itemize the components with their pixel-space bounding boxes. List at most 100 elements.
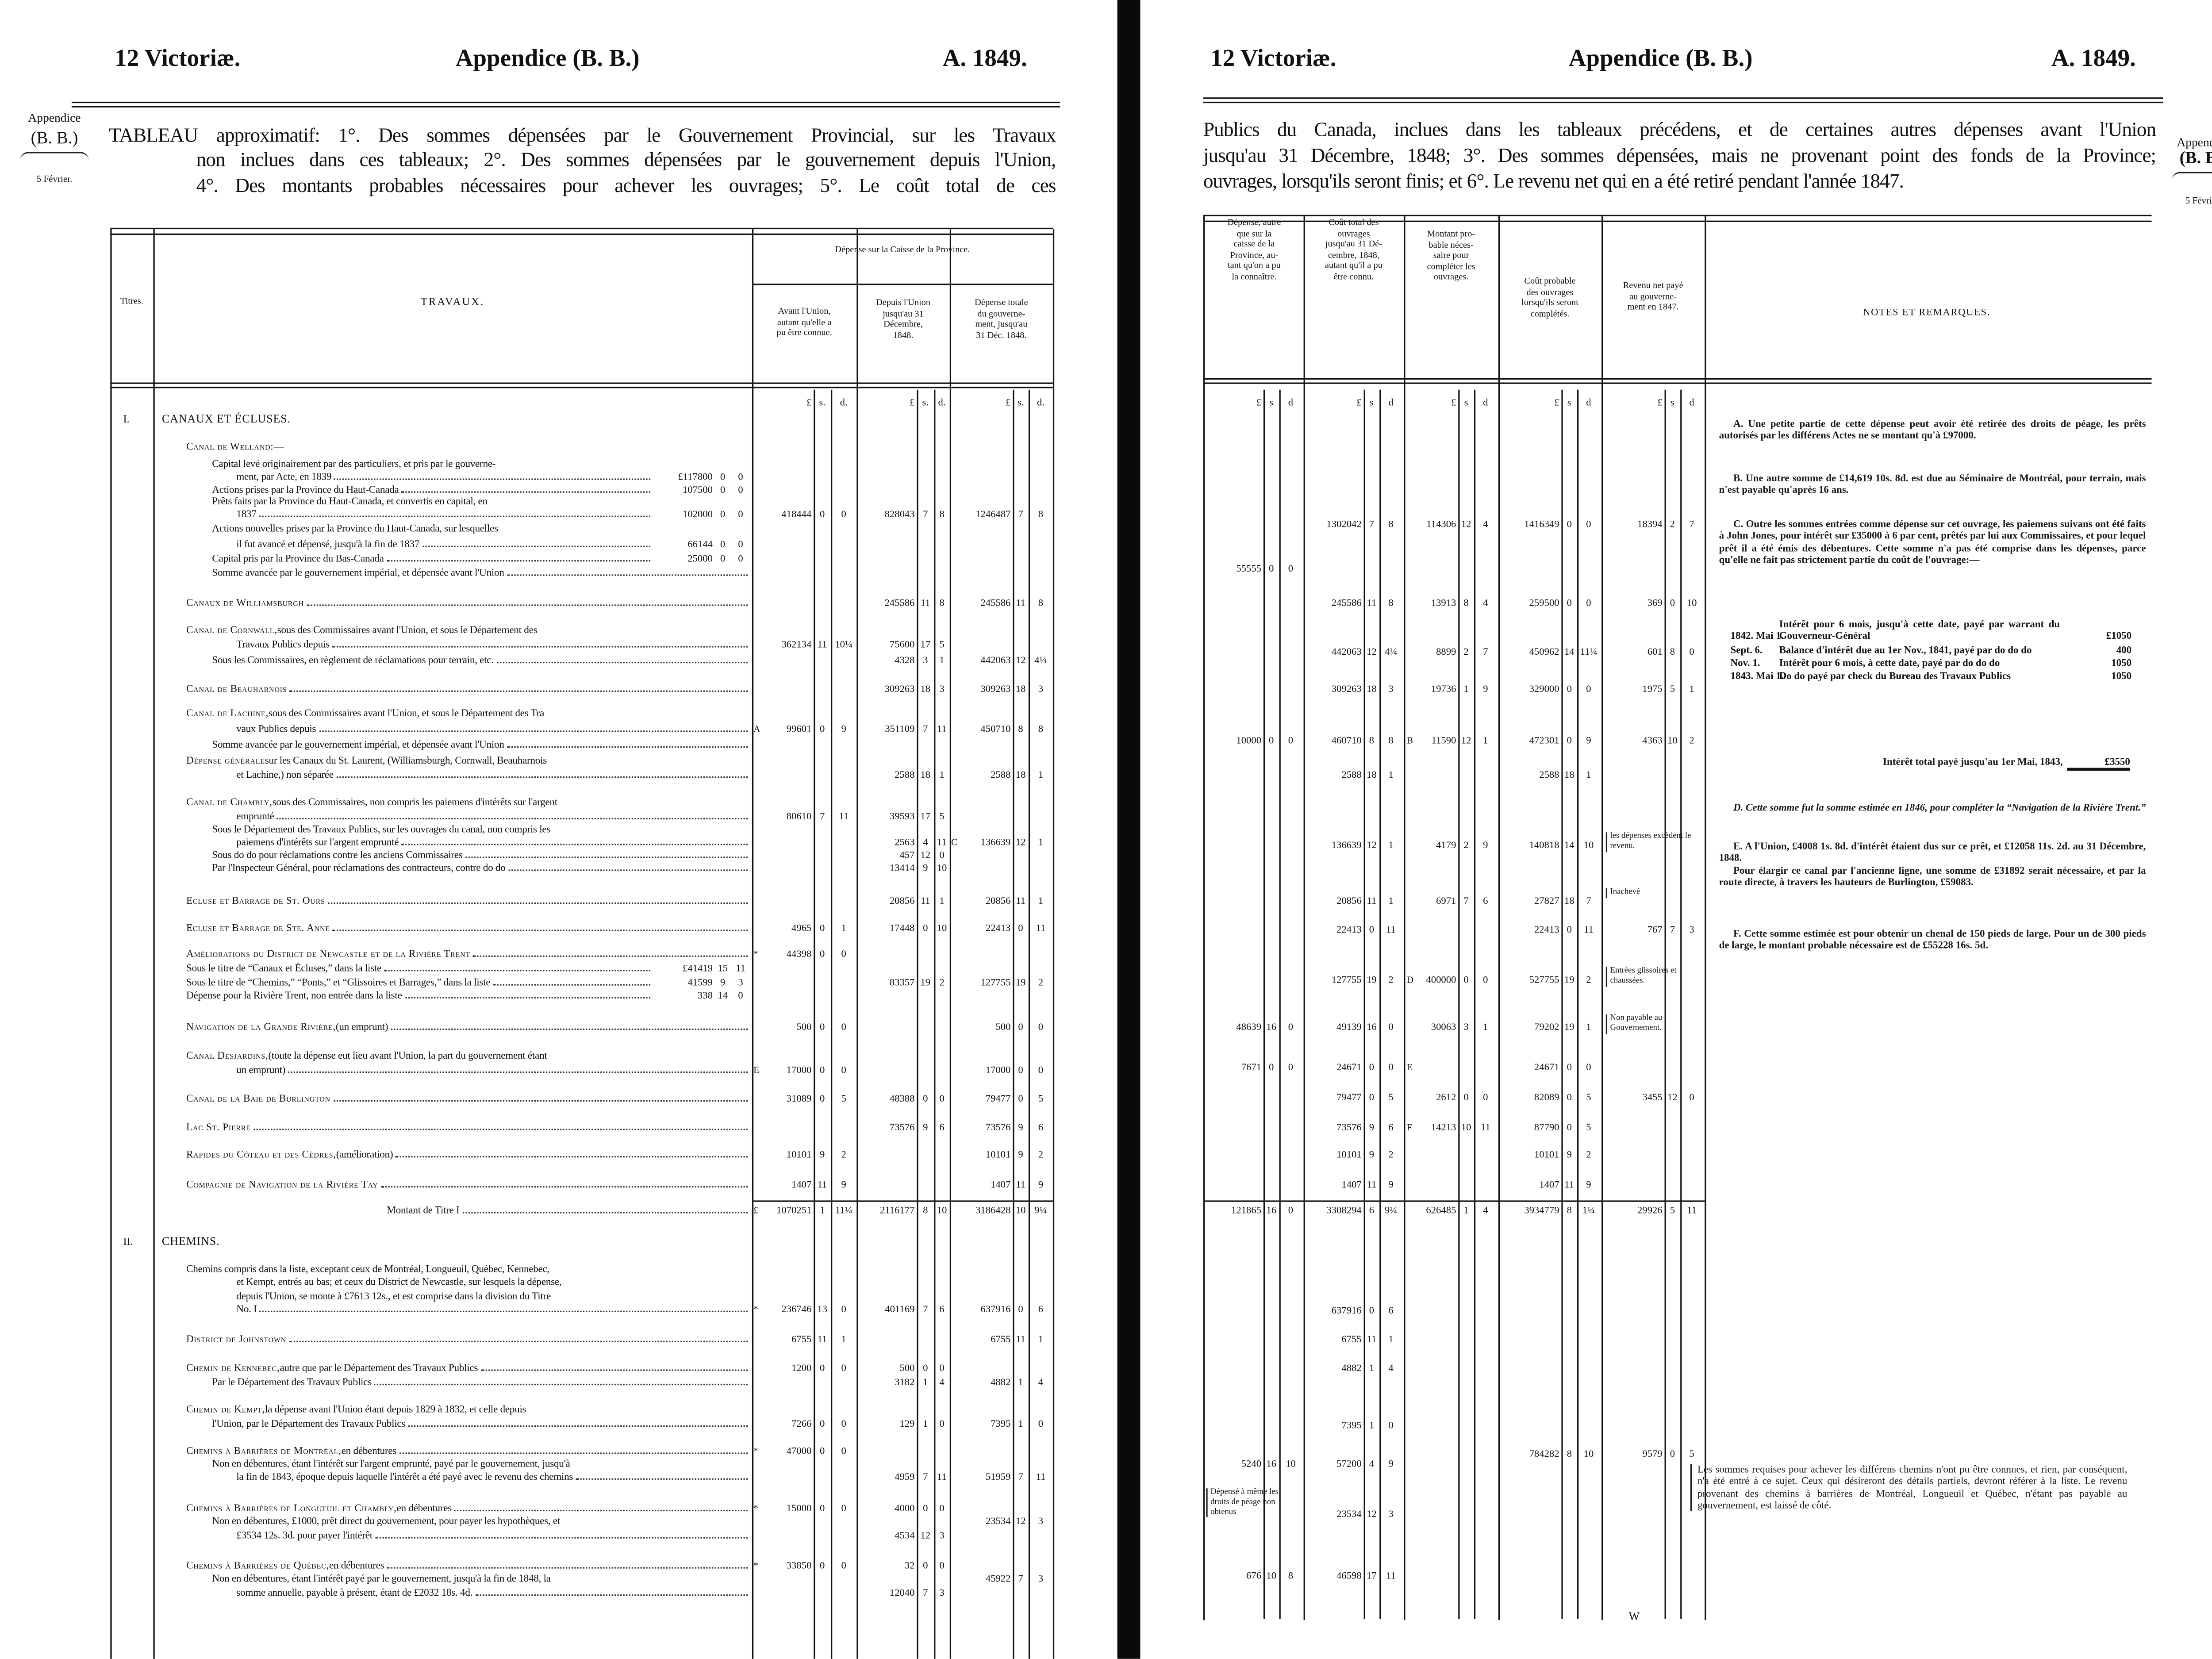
amount-c3-shillings: 3 [1463, 1021, 1469, 1032]
amount-c2-pounds: 3308294 [1326, 1204, 1362, 1216]
amount-avant-pence: 0 [841, 507, 846, 519]
amount-c4-pence: 1 [1586, 1021, 1591, 1032]
amount-c2-shillings: 0 [1369, 1091, 1375, 1102]
amount-depuis-pence: 10 [937, 922, 947, 933]
amount-c3-pence: 4 [1483, 1204, 1488, 1216]
amount-c1-shillings: 10 [1266, 1569, 1277, 1581]
dot-leader [480, 1368, 748, 1371]
amount-c4-shillings: 0 [1567, 1121, 1572, 1133]
amount-avant-shillings: 13 [817, 1302, 827, 1314]
amount-c4-shillings: 14 [1564, 838, 1575, 850]
amount-c3-pounds: 2612 [1436, 1091, 1456, 1102]
amount-c3-pounds: 13913 [1431, 596, 1456, 608]
work-description: Par l'Inspecteur Général, pour réclamati… [212, 861, 506, 873]
amount-avant-shillings: 0 [819, 1502, 825, 1513]
amount-total-shillings: 19 [1015, 976, 1026, 988]
amount-c1-pounds: 5240 [1241, 1457, 1262, 1469]
travaux-line: la fin de 1843, époque depuis laquelle l… [236, 1471, 749, 1483]
amount-depuis-shillings: 7 [923, 1470, 928, 1482]
work-heading: Canal de la Baie de Burlington [186, 1092, 330, 1104]
amount-c4-pence: 10 [1583, 838, 1594, 850]
amount-c1-shillings: 0 [1269, 562, 1274, 574]
amount-depuis-shillings: 9 [923, 861, 928, 873]
amount-total-shillings: 12 [1015, 836, 1026, 848]
work-description: £3534 12s. 3d. pour payer l'intérêt [236, 1529, 373, 1541]
amount-c4-shillings: 9 [1567, 1148, 1572, 1160]
amount-avant-shillings: 0 [819, 1021, 825, 1032]
unit-header-c4-shillings: s [1567, 396, 1571, 408]
margin-brace-icon [20, 152, 89, 162]
amount-c3-pounds: 6971 [1436, 895, 1456, 906]
amount-total-pounds: 1246487 [975, 507, 1011, 519]
travaux-line: Canal de Welland:— [186, 441, 749, 453]
table-rule [831, 389, 832, 1659]
dot-leader [391, 1028, 748, 1029]
revenue-remark: Entrées glissoires et chaussées. [1605, 967, 1705, 987]
amount-c3-shillings: 12 [1461, 518, 1471, 530]
table-rule [110, 233, 1053, 234]
unit-header-c1-pence: d [1288, 396, 1294, 408]
amount-c2-shillings: 9 [1369, 1121, 1375, 1133]
travaux-line: Dépense générale sur les Canaux du St. L… [186, 754, 749, 767]
amount-c2-pence: 9 [1388, 1178, 1394, 1190]
amount-c3-pounds: 4179 [1436, 838, 1456, 850]
amount-depuis-pence: 8 [939, 507, 945, 519]
work-description: (toute la dépense eut lieu avant l'Union… [268, 1049, 547, 1061]
amount-c2-pence: 11 [1386, 1569, 1396, 1581]
amount-depuis-shillings: 12 [920, 1529, 931, 1541]
amount-c5-pounds: 9579 [1642, 1447, 1663, 1459]
amount-c4-pounds: 27827 [1534, 895, 1559, 906]
work-heading: Lac St. Pierre [186, 1121, 251, 1133]
travaux-line: Chemins compris dans la liste, exceptant… [186, 1263, 749, 1275]
titre-number: II. [123, 1234, 133, 1247]
amount-c3-shillings: 1 [1463, 1204, 1469, 1216]
amount-c5-shillings: 12 [1667, 1091, 1678, 1102]
amount-c4-shillings: 0 [1567, 596, 1572, 608]
travaux-line: Par l'Inspecteur Général, pour réclamati… [212, 862, 749, 875]
amount-c5-pence: 1 [1689, 682, 1694, 694]
travaux-line: Chemins à Barrières de Québec, en débent… [186, 1559, 749, 1572]
travaux-line: depuis l'Union, se monte à £7613 12s., e… [236, 1290, 749, 1303]
work-heading: Chemins à Barrières de Longueuil et Cham… [186, 1502, 397, 1513]
amount-c1-pounds: 676 [1246, 1569, 1262, 1581]
amount-avant-pence: 0 [841, 1417, 846, 1429]
amount-total-pounds: 79477 [985, 1092, 1011, 1104]
amount-avant-pence: 10¼ [835, 638, 853, 650]
amount-total-shillings: 12 [1015, 1515, 1026, 1527]
amount-avant-shillings: 0 [819, 1417, 825, 1429]
amount-c2-shillings: 11 [1367, 1333, 1377, 1344]
dot-leader [507, 745, 748, 747]
amount-total-pounds: 309263 [980, 682, 1011, 694]
amount-c5-pounds: 601 [1647, 645, 1663, 657]
amount-depuis-pounds: 20856 [889, 895, 915, 906]
work-description: sous des Commissaires, non compris les p… [272, 795, 558, 807]
amount-avant-pounds: 362134 [781, 638, 812, 650]
work-description: Sous les Commissaires, en règlement de r… [212, 654, 494, 666]
amount-c4-pounds: 140818 [1529, 838, 1559, 850]
table-rule [752, 284, 1053, 285]
travaux-line: Chemin de Kempt, la dépense avant l'Unio… [186, 1403, 749, 1416]
amount-avant-pence: 2 [841, 1148, 846, 1160]
amount-c4-pence: 9 [1586, 1178, 1591, 1190]
reference-mark: * [753, 1304, 758, 1314]
amount-c4-pence: 0 [1586, 518, 1591, 530]
amount-avant-shillings: 7 [819, 810, 825, 822]
table-rule [1203, 378, 2152, 380]
header-rule [1203, 101, 2163, 103]
amount-total-pounds: 6755 [991, 1333, 1011, 1344]
travaux-line: vaux Publics depuis [236, 723, 749, 736]
amount-c2-shillings: 11 [1367, 895, 1377, 906]
amount-depuis-pence: 10 [937, 861, 947, 873]
interest-row: Sept. 6. Balance d'intérêt due au 1er Nov… [1731, 644, 2146, 656]
work-heading: Canal de Lachine, [186, 707, 269, 718]
unit-header-c2-shillings: s [1369, 396, 1374, 408]
amount-avant-shillings: 0 [819, 1064, 825, 1075]
interest-text: Do do payé par check du Bureau des Trava… [1779, 670, 2011, 682]
travaux-line: District de Johnstown [186, 1333, 749, 1346]
amount-c1-pence: 0 [1288, 1060, 1294, 1072]
amount-total-pounds: 245586 [980, 596, 1011, 608]
amount-c4-pounds: 1407 [1539, 1178, 1559, 1190]
amount-total-pence: 2 [1038, 1148, 1044, 1160]
reference-mark: A [753, 724, 760, 734]
travaux-line: Travaux Publics depuis [236, 638, 749, 651]
